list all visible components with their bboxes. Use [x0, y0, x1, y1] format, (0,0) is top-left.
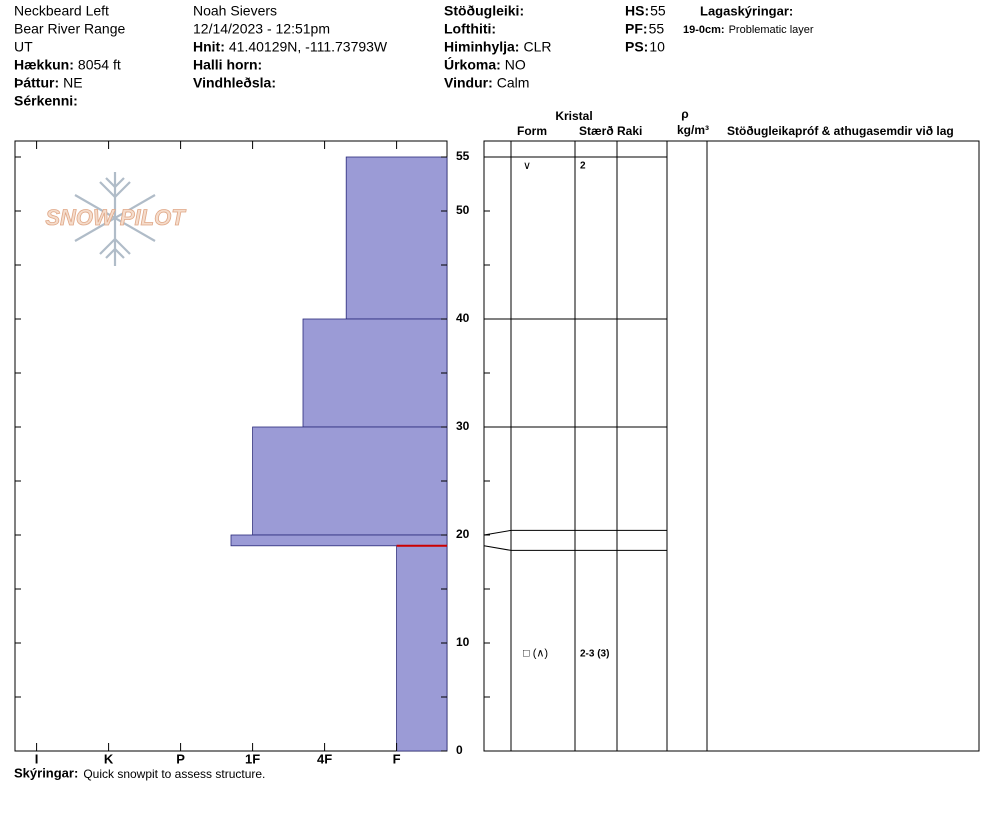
field-label: Úrkoma: [444, 56, 501, 73]
field-label: Vindur: [444, 75, 493, 91]
field-label: Lofthiti: [444, 21, 496, 37]
y-tick-label: 55 [456, 149, 470, 163]
layer-boundary [483, 545, 667, 551]
table-frame [483, 140, 980, 752]
field-label: Lagaskýringar: [700, 3, 793, 18]
field-label: Himinhylja: [444, 39, 519, 55]
field-value: NO [505, 57, 526, 73]
x-tick-label: 4F [317, 751, 332, 766]
field-label: HS: [625, 3, 649, 19]
field-label: Þáttur: [14, 75, 59, 91]
table-column-header: Stöðugleikapróf & athugasemdir við lag [727, 124, 954, 138]
field-value: 55 [649, 21, 665, 37]
x-tick-label: I [35, 751, 39, 766]
x-tick-label: 1F [245, 751, 260, 766]
y-tick-label: 40 [456, 311, 470, 325]
field-value: 8054 ft [78, 57, 121, 73]
logo-snowflake [74, 172, 156, 266]
grain-size: 2-3 (3) [580, 648, 609, 659]
table-column-header: kg/m³ [677, 123, 709, 137]
field-value: Bear River Range [14, 21, 125, 37]
field-label: Vindhleðsla: [193, 75, 276, 91]
field-label: Sérkenni: [14, 93, 78, 109]
field-value: CLR [523, 39, 551, 55]
grain-form: □ (∧) [523, 648, 548, 660]
field-label: Hnit: [193, 39, 225, 55]
field-label: Stöðugleiki: [444, 3, 524, 19]
field-value: NE [63, 75, 82, 91]
footer-label: Skýringar: [14, 765, 78, 780]
table-column-header: Form [517, 124, 547, 138]
x-tick-label: P [176, 751, 185, 766]
field-value: 10 [649, 39, 665, 55]
y-tick-label: 20 [456, 527, 470, 541]
hardness-bar [396, 545, 448, 752]
table-group-header: Kristal [555, 109, 592, 123]
table-column-header: Raki [617, 124, 642, 138]
logo-text: SNOW PILOT [45, 205, 186, 230]
field-value: 41.40129N, -111.73793W [229, 39, 388, 55]
hardness-bar [252, 426, 448, 536]
field-value: Noah Sievers [193, 3, 277, 19]
hardness-bar [345, 156, 448, 320]
footer-value: Quick snowpit to assess structure. [83, 767, 265, 781]
field-value: 55 [650, 3, 666, 19]
field-label: PS: [625, 39, 648, 55]
y-tick-label: 50 [456, 203, 470, 217]
hardness-bar [230, 534, 448, 547]
field-label: PF: [625, 21, 648, 37]
layer-boundary [483, 529, 667, 536]
field-value: 12/14/2023 - 12:51pm [193, 21, 330, 37]
hardness-bar [302, 318, 448, 428]
y-tick-label: 0 [456, 743, 463, 757]
y-tick-label: 30 [456, 419, 470, 433]
table-column-header: ρ [681, 107, 688, 121]
field-value: Problematic layer [729, 24, 814, 36]
field-label: Hækkun: [14, 57, 74, 73]
grain-form: ∨ [523, 160, 531, 172]
field-label: 19-0cm: [683, 24, 725, 36]
field-value: Neckbeard Left [14, 3, 109, 19]
field-label: Halli horn: [193, 57, 262, 73]
field-value: UT [14, 39, 33, 55]
x-tick-label: K [104, 751, 114, 766]
grain-size: 2 [580, 161, 586, 172]
y-tick-label: 10 [456, 635, 470, 649]
field-value: Calm [497, 75, 530, 91]
table-column-header: Stærð [579, 124, 614, 138]
x-tick-label: F [393, 751, 401, 766]
